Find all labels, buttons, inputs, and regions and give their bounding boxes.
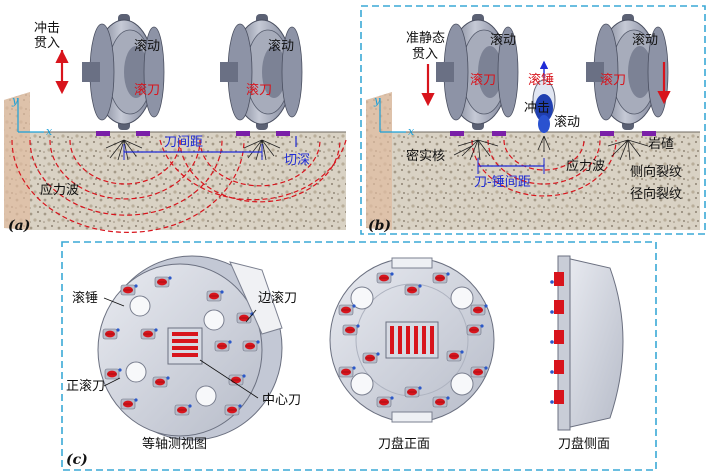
rolling-hammer	[532, 79, 556, 133]
hammer-label: 滚锤	[528, 72, 554, 88]
center-cutter-cluster	[167, 327, 203, 365]
axis-y-label: y	[11, 94, 19, 107]
hammer-rolling-label: 滚动	[554, 114, 580, 130]
crack-lines	[105, 139, 281, 161]
caption-isometric: 等轴测视图	[142, 436, 207, 452]
impact-label: 冲击	[34, 21, 60, 36]
stress-wave-label: 应力波	[566, 158, 605, 174]
hammer-impact-label: 冲击	[524, 101, 550, 116]
stress-wave-arcs	[11, 139, 347, 233]
panel-b: y x 准静态 贯入 滚动 滚动 滚刀 滚刀 滚锤 冲击 滚动 岩碴 密实核 应…	[366, 13, 700, 234]
center-cutter-label: 中心刀	[262, 393, 301, 408]
axis-y-label: y	[373, 94, 381, 107]
hammer-spacing-label: 刀-锤间距	[474, 175, 531, 190]
rock-chip	[96, 131, 110, 136]
panel-b-tag: (b)	[368, 218, 391, 234]
quasi-static-label: 准静态	[406, 31, 445, 46]
stress-wave-arcs	[471, 139, 617, 197]
lateral-crack-label: 侧向裂纹	[630, 164, 682, 180]
cutterhead-isometric	[97, 255, 283, 441]
axis-x-label: x	[408, 125, 415, 138]
axis-indicator	[17, 98, 44, 133]
cutter-right-label: 滚刀	[600, 72, 626, 88]
stress-wave-label: 应力波	[40, 182, 79, 198]
cut-depth-label: 切深	[284, 153, 310, 168]
panel-a: y x 冲击 贯入 滚动 滚动 滚刀 滚刀 刀间距 切深 应力波 (a)	[4, 13, 347, 234]
cutter-left-label: 滚刀	[134, 82, 160, 98]
rock-chip	[136, 131, 150, 136]
edge-cutter-label: 边滚刀	[258, 290, 297, 306]
penetration-label: 贯入	[34, 36, 60, 51]
rolling-left-label: 滚动	[134, 38, 160, 54]
rock-side-face	[4, 92, 30, 230]
rolling-left-label: 滚动	[490, 32, 516, 48]
center-cutter-cluster	[385, 321, 439, 359]
crack-lines	[457, 135, 649, 161]
radial-crack-label: 径向裂纹	[630, 186, 682, 202]
cutter-left-label: 滚刀	[470, 72, 496, 88]
panel-c: 滚锤 边滚刀 正滚刀 中心刀 等轴测视图	[66, 255, 624, 468]
penetration-label: 贯入	[412, 47, 438, 62]
dense-core-label: 密实核	[406, 148, 445, 164]
cutterhead-front	[329, 257, 495, 423]
side-cutters	[550, 272, 564, 404]
rock-chip	[236, 131, 250, 136]
cutter-right-label: 滚刀	[246, 82, 272, 98]
axis-x-label: x	[46, 125, 53, 138]
hammer-label-c: 滚锤	[72, 290, 98, 306]
cutterhead-side	[550, 255, 624, 431]
panel-a-tag: (a)	[8, 218, 30, 234]
rolling-right-label: 滚动	[268, 38, 294, 54]
face-cutter-label: 正滚刀	[66, 378, 105, 394]
panel-c-frame	[61, 241, 657, 471]
rolling-right-label: 滚动	[632, 32, 658, 48]
caption-side: 刀盘侧面	[558, 436, 610, 452]
rock-chip-label: 岩碴	[648, 137, 674, 152]
panel-c-tag: (c)	[66, 452, 88, 468]
rock-chip	[276, 131, 290, 136]
panel-b-frame	[360, 5, 706, 235]
axis-indicator	[379, 98, 406, 133]
cutter-spacing-label: 刀间距	[164, 135, 203, 150]
caption-front: 刀盘正面	[378, 436, 430, 452]
